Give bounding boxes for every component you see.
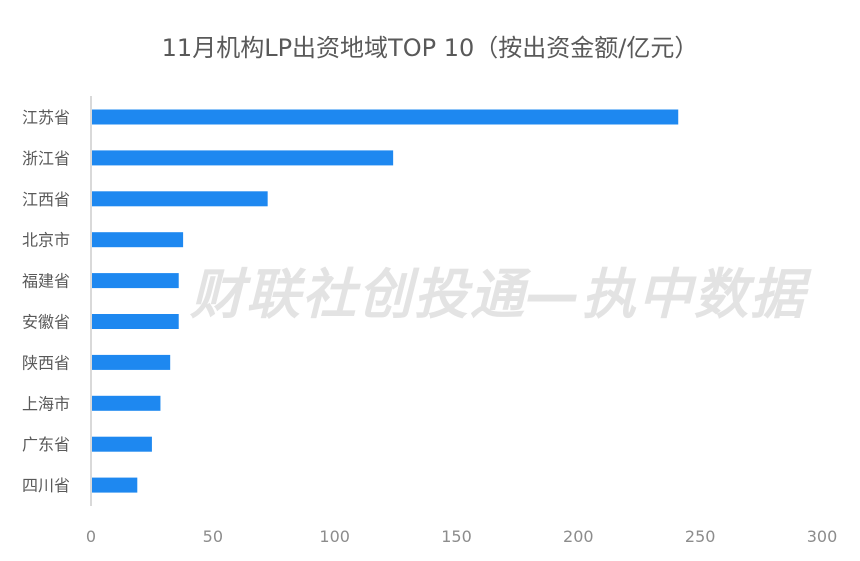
y-tick-label: 广东省: [22, 435, 70, 454]
watermark: 财联社创投通—执中数据: [190, 263, 806, 326]
bar: [92, 150, 394, 166]
bar: [92, 314, 179, 329]
y-tick-label: 陕西省: [22, 353, 70, 372]
y-tick-label: 福建省: [22, 272, 70, 291]
x-tick-label: 200: [563, 527, 594, 546]
bar: [92, 477, 138, 493]
bar: [92, 232, 184, 248]
x-tick-label: 0: [86, 527, 96, 546]
x-tick-label: 150: [441, 527, 472, 546]
y-tick-label: 江西省: [22, 190, 70, 209]
x-tick-label: 50: [203, 527, 223, 546]
bar: [92, 191, 268, 207]
bar: [92, 109, 679, 125]
y-tick-label: 浙江省: [22, 149, 70, 168]
bar: [92, 273, 179, 289]
x-tick-label: 100: [319, 527, 350, 546]
y-tick-label: 上海市: [22, 394, 70, 413]
x-tick-label: 250: [685, 527, 716, 546]
bar: [92, 354, 171, 370]
y-tick-label: 北京市: [22, 231, 70, 250]
y-tick-label: 四川省: [22, 476, 70, 495]
x-tick-label: 300: [807, 527, 838, 546]
chart-title: 11月机构LP出资地域TOP 10（按出资金额/亿元）: [161, 34, 699, 62]
bar: [92, 436, 152, 452]
y-tick-label: 江苏省: [22, 108, 70, 127]
y-tick-label: 安徽省: [22, 313, 70, 332]
bar: [92, 395, 161, 411]
